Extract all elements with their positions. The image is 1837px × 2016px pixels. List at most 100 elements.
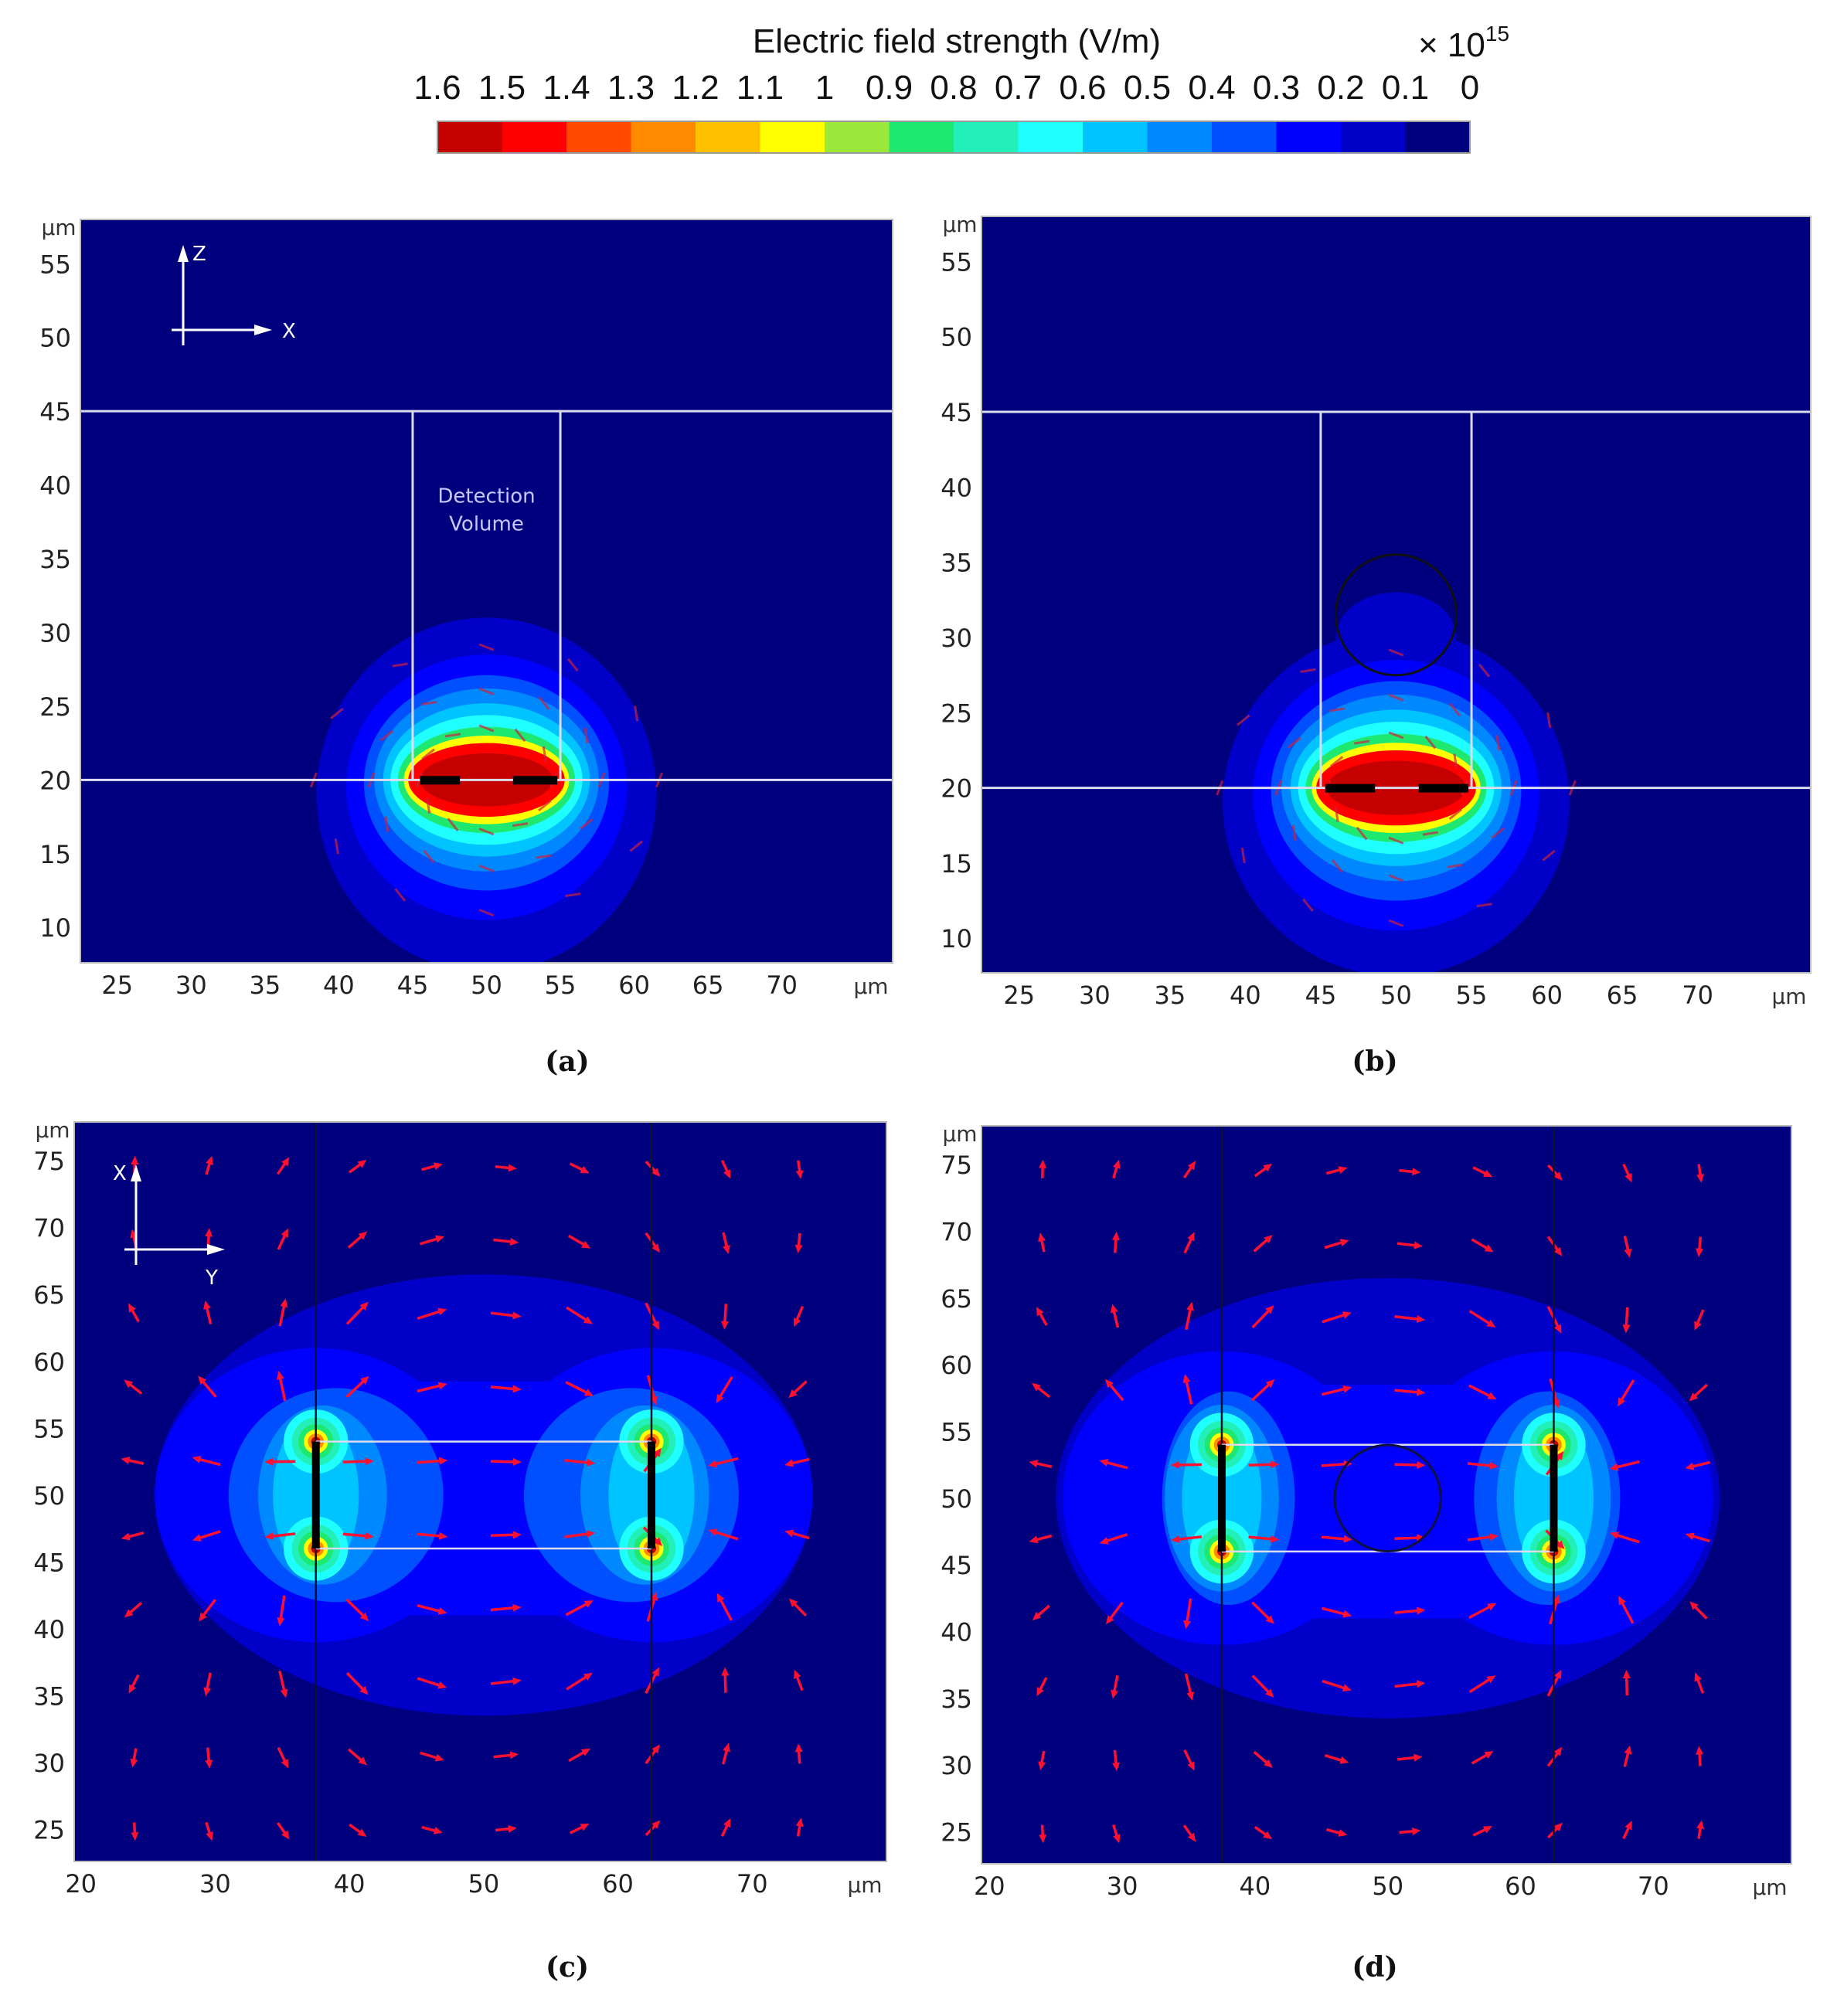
field-arrow-head xyxy=(651,1667,659,1677)
field-arrow-head xyxy=(512,1677,522,1685)
field-arrow-head xyxy=(277,1617,285,1627)
field-arrow-head xyxy=(1032,1612,1042,1620)
field-arrow xyxy=(478,687,495,695)
field-arrow xyxy=(278,1302,287,1327)
field-arrow xyxy=(566,1306,590,1323)
x-tick-label: 40 xyxy=(1240,1872,1271,1901)
field-arrow-head xyxy=(583,1316,593,1324)
field-arrow xyxy=(1618,1379,1635,1404)
field-arrow-head xyxy=(1099,1537,1109,1545)
x-tick-label: 40 xyxy=(334,1869,366,1899)
field-arrow-head xyxy=(651,1243,660,1253)
field-arrow xyxy=(1468,1310,1493,1327)
x-tick-label: 70 xyxy=(1638,1872,1669,1901)
colorbar-title: Electric field strength (V/m) xyxy=(753,22,1161,60)
field-arrow-head xyxy=(1554,1670,1562,1680)
field-arrow-head xyxy=(1413,1753,1423,1762)
y-tick-label: 25 xyxy=(39,692,71,722)
field-arrow xyxy=(512,822,529,828)
field-arrow xyxy=(1467,1535,1495,1542)
field-arrow-head xyxy=(1624,1248,1632,1258)
field-arrow xyxy=(1291,824,1297,841)
x-tick-label: 40 xyxy=(1230,981,1261,1010)
x-tick-label: 70 xyxy=(737,1869,768,1899)
field-arrow-head xyxy=(580,1824,590,1831)
field-arrow-head xyxy=(281,1157,290,1167)
field-arrow-head xyxy=(1265,1305,1274,1314)
colorbar-tick-label: 0.1 xyxy=(1382,69,1429,107)
field-arrow xyxy=(1478,664,1491,678)
arrow-right-icon xyxy=(207,1244,225,1255)
x-tick-label: 25 xyxy=(101,971,133,1000)
field-arrow-head xyxy=(651,1168,661,1177)
particle-outline xyxy=(1334,553,1458,677)
field-arrow-head xyxy=(708,1460,718,1468)
field-arrow-head xyxy=(1489,1461,1499,1470)
electrode xyxy=(420,776,461,785)
field-arrow xyxy=(444,733,461,738)
y-tick-label: 40 xyxy=(941,1618,972,1647)
field-arrow xyxy=(478,828,495,836)
colorbar-tick-label: 0.6 xyxy=(1059,69,1106,107)
field-arrow-head xyxy=(723,1245,730,1254)
field-arrow-head xyxy=(203,1687,212,1697)
field-arrow-head xyxy=(437,1382,447,1390)
geometry-overlay xyxy=(80,410,893,785)
colorbar-bin xyxy=(566,121,631,153)
electrode xyxy=(1550,1444,1558,1552)
field-arrow-head xyxy=(509,1237,519,1246)
x-tick-label: 20 xyxy=(65,1869,97,1899)
field-arrow-head xyxy=(508,1164,517,1172)
colorbar-bins xyxy=(437,121,1471,154)
field-arrow xyxy=(1468,1384,1493,1399)
y-unit-label: µm xyxy=(942,1121,977,1147)
field-arrow xyxy=(1422,831,1438,836)
field-arrow xyxy=(1491,827,1505,839)
field-arrow xyxy=(1447,863,1463,869)
x-tick-label: 65 xyxy=(692,971,724,1000)
particle-outline xyxy=(1333,1443,1442,1553)
field-arrow-head xyxy=(1263,1831,1273,1840)
field-contours xyxy=(155,1274,813,1716)
field-arrow-head xyxy=(280,1688,288,1698)
field-arrow xyxy=(1388,836,1404,845)
field-arrow-head xyxy=(1029,1535,1039,1544)
field-arrow-head xyxy=(708,1528,718,1536)
field-arrow-head xyxy=(130,1758,138,1768)
field-arrow-head xyxy=(1036,1687,1044,1697)
field-arrows xyxy=(1029,1159,1711,1844)
y-tick-label: 45 xyxy=(941,1551,972,1580)
field-arrow-head xyxy=(1609,1463,1619,1471)
field-arrow xyxy=(379,729,394,742)
field-arrow xyxy=(426,797,431,814)
multiplier-exponent: 15 xyxy=(1485,22,1509,46)
field-arrow-head xyxy=(131,1832,139,1841)
y-tick-label: 50 xyxy=(941,323,972,352)
colorbar-tick-label: 1 xyxy=(815,69,834,107)
field-arrow-head xyxy=(1618,1596,1626,1606)
colorbar-bin xyxy=(1083,121,1148,153)
field-arrow-head xyxy=(280,1298,288,1308)
colorbar-bin xyxy=(631,121,696,153)
panel-b: 25 30 35 40 45 50 55 60 65 70 10 15 20 25 30 35 40 45 50 55… xyxy=(941,212,1811,1010)
field-arrow xyxy=(478,864,495,872)
y-tick-label: 50 xyxy=(33,1481,65,1511)
field-arrow xyxy=(1103,1533,1128,1544)
panel-label-d: (d) xyxy=(1352,1951,1397,1984)
plot-frame xyxy=(73,1121,887,1862)
x-tick-label: 70 xyxy=(1682,981,1713,1010)
y-tick-label: 40 xyxy=(941,473,972,502)
colorbar: Electric field strength (V/m) × 1015 1.6… xyxy=(413,22,1509,154)
field-arrow xyxy=(1495,735,1501,751)
field-arrow-head xyxy=(1486,1319,1496,1328)
panel-label-b: (b) xyxy=(1352,1045,1397,1078)
panel-label-a: (a) xyxy=(545,1045,589,1078)
field-arrow-head xyxy=(435,1235,445,1243)
y-tick-label: 30 xyxy=(39,618,71,648)
field-arrow-head xyxy=(1411,1827,1421,1835)
x-unit-label: µm xyxy=(1771,984,1806,1009)
field-arrow xyxy=(1300,668,1316,673)
contour-region xyxy=(1335,592,1457,683)
y-tick-label: 75 xyxy=(33,1147,65,1176)
